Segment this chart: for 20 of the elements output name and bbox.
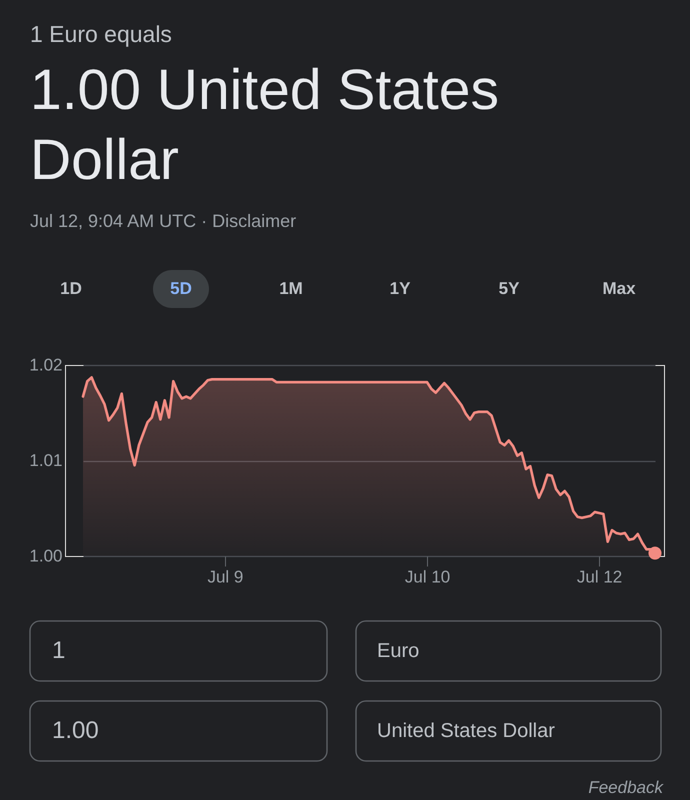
text: 1Y xyxy=(390,279,412,298)
text: Jul 12, 9:04 AM UTC · Disclaimer xyxy=(30,211,296,231)
text: 1D xyxy=(60,279,82,298)
y-tick-label: 1.01 xyxy=(29,451,62,470)
text: United States Dollar xyxy=(377,720,556,742)
text: 5D xyxy=(170,279,192,298)
x-tick-label: Jul 10 xyxy=(404,568,450,586)
text: 1 xyxy=(52,637,66,664)
text: 1.00 xyxy=(52,717,99,744)
text: Euro xyxy=(377,640,420,662)
x-tick-label: Jul 12 xyxy=(576,568,622,586)
text: 1M xyxy=(279,279,303,298)
text: Feedback xyxy=(588,778,664,797)
x-tick-label: Jul 9 xyxy=(207,568,244,586)
chart-title: 1 Euro equals xyxy=(30,21,172,47)
text: 5Y xyxy=(498,279,520,298)
y-tick-label: 1.02 xyxy=(29,356,62,374)
text: Max xyxy=(602,279,636,298)
chart-subtitle: 1.00 United States Dollar xyxy=(30,58,499,192)
y-tick-label: 1.00 xyxy=(29,546,62,566)
